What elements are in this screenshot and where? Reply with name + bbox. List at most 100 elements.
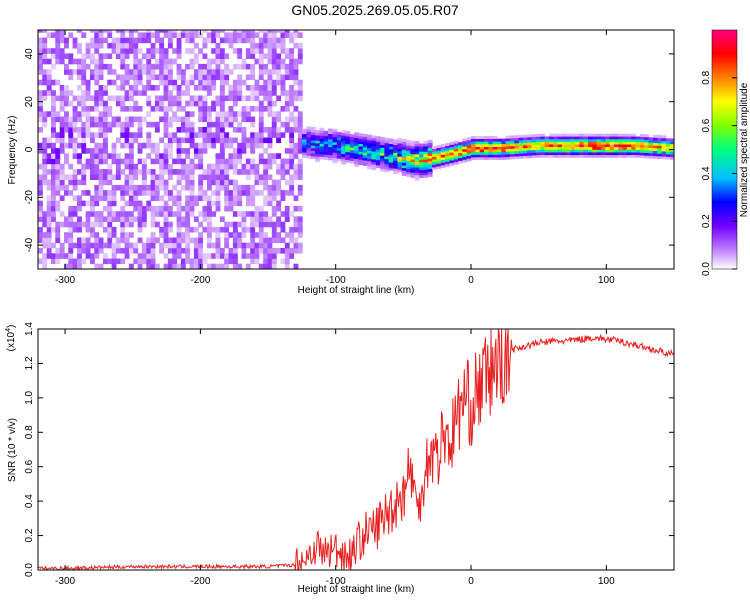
heatmap-cell <box>77 205 82 212</box>
heatmap-cell <box>345 149 351 153</box>
heatmap-cell <box>406 153 411 156</box>
heatmap-cell <box>211 200 217 207</box>
heatmap-cell <box>141 248 147 254</box>
heatmap-cell <box>172 237 178 244</box>
heatmap-cell <box>466 145 472 149</box>
heatmap-cell <box>670 141 674 145</box>
heatmap-cell <box>276 163 282 170</box>
heatmap-cell <box>289 53 295 59</box>
heatmap-cell <box>107 106 113 112</box>
heatmap-cell <box>103 137 108 144</box>
heatmap-cell <box>211 253 217 259</box>
heatmap-cell <box>384 166 390 170</box>
heatmap-cell <box>661 140 667 144</box>
heatmap-cell <box>462 141 468 144</box>
heatmap-cell <box>523 155 528 159</box>
heatmap-cell <box>475 138 481 142</box>
heatmap-cell <box>111 226 117 233</box>
heatmap-cell <box>267 48 273 54</box>
heatmap-cell <box>94 100 100 107</box>
heatmap-cell <box>267 221 273 228</box>
heatmap-cell <box>323 149 329 153</box>
heatmap-cell <box>449 141 455 145</box>
heatmap-cell <box>401 141 407 145</box>
heatmap-cell <box>341 159 346 162</box>
heatmap-cell <box>72 69 78 75</box>
heatmap-cell <box>115 237 121 244</box>
heatmap-cell <box>284 216 290 222</box>
heatmap-cell <box>393 144 398 148</box>
heatmap-cell <box>98 116 104 123</box>
heatmap-cell <box>59 253 65 259</box>
heatmap-cell <box>141 37 147 44</box>
heatmap-cell <box>64 153 69 159</box>
heatmap-cell <box>250 216 256 222</box>
heatmap-cell <box>193 258 199 265</box>
heatmap-cell <box>310 153 316 157</box>
heatmap-cell <box>224 158 230 165</box>
heatmap-cell <box>185 179 191 186</box>
heatmap-cell <box>85 53 91 59</box>
heatmap-cell <box>72 205 78 212</box>
heatmap-cell <box>237 37 243 44</box>
heatmap-cell <box>180 169 186 175</box>
heatmap-cell <box>297 184 303 191</box>
heatmap-cell <box>328 128 333 132</box>
heatmap-cell <box>397 151 403 154</box>
heatmap-cell <box>219 74 225 81</box>
heatmap-cell <box>172 184 178 191</box>
heatmap-cell <box>90 74 95 81</box>
heatmap-cell <box>375 144 381 147</box>
heatmap-cell <box>479 138 485 142</box>
heatmap-cell <box>289 90 295 96</box>
heatmap-cell <box>241 148 247 154</box>
heatmap-cell <box>154 179 160 186</box>
heatmap-cell <box>107 190 113 196</box>
heatmap-cell <box>284 53 290 59</box>
heatmap-cell <box>167 74 173 81</box>
heatmap-cell <box>98 53 104 59</box>
heatmap-cell <box>163 221 169 228</box>
heatmap-cell <box>163 142 169 149</box>
heatmap-cell <box>289 63 295 70</box>
heatmap-cell <box>267 127 273 133</box>
heatmap-cell <box>224 163 230 170</box>
heatmap-cell <box>232 90 238 96</box>
heatmap-cell <box>341 132 346 136</box>
heatmap-cell <box>302 136 307 140</box>
top-x-label: Height of straight line (km) <box>298 285 415 296</box>
heatmap-cell <box>445 145 450 149</box>
heatmap-cell <box>111 148 117 154</box>
heatmap-cell <box>81 169 87 175</box>
heatmap-cell <box>167 205 173 212</box>
heatmap-cell <box>349 158 355 161</box>
heatmap-cell <box>613 133 619 137</box>
heatmap-cell <box>202 211 208 217</box>
heatmap-cell <box>107 121 113 128</box>
heatmap-cell <box>605 154 611 158</box>
heatmap-cell <box>267 137 273 144</box>
heatmap-cell <box>154 237 160 244</box>
heatmap-cell <box>458 160 463 164</box>
heatmap-cell <box>163 58 169 65</box>
heatmap-cell <box>332 134 338 138</box>
heatmap-cell <box>176 85 182 91</box>
heatmap-cell <box>267 242 273 249</box>
heatmap-cell <box>120 184 126 191</box>
heatmap-cell <box>94 195 100 201</box>
heatmap-cell <box>124 106 130 112</box>
heatmap-cell <box>440 162 446 166</box>
heatmap-cell <box>328 131 333 134</box>
heatmap-cell <box>250 190 256 196</box>
heatmap-cell <box>94 242 100 249</box>
heatmap-cell <box>42 174 48 180</box>
heatmap-cell <box>64 158 69 165</box>
heatmap-cell <box>206 58 212 65</box>
heatmap-cell <box>98 174 104 180</box>
heatmap-cell <box>59 163 65 170</box>
heatmap-cell <box>163 190 169 196</box>
heatmap-cell <box>111 42 117 49</box>
heatmap-cell <box>458 144 463 148</box>
heatmap-cell <box>367 134 372 138</box>
heatmap-cell <box>670 154 674 158</box>
